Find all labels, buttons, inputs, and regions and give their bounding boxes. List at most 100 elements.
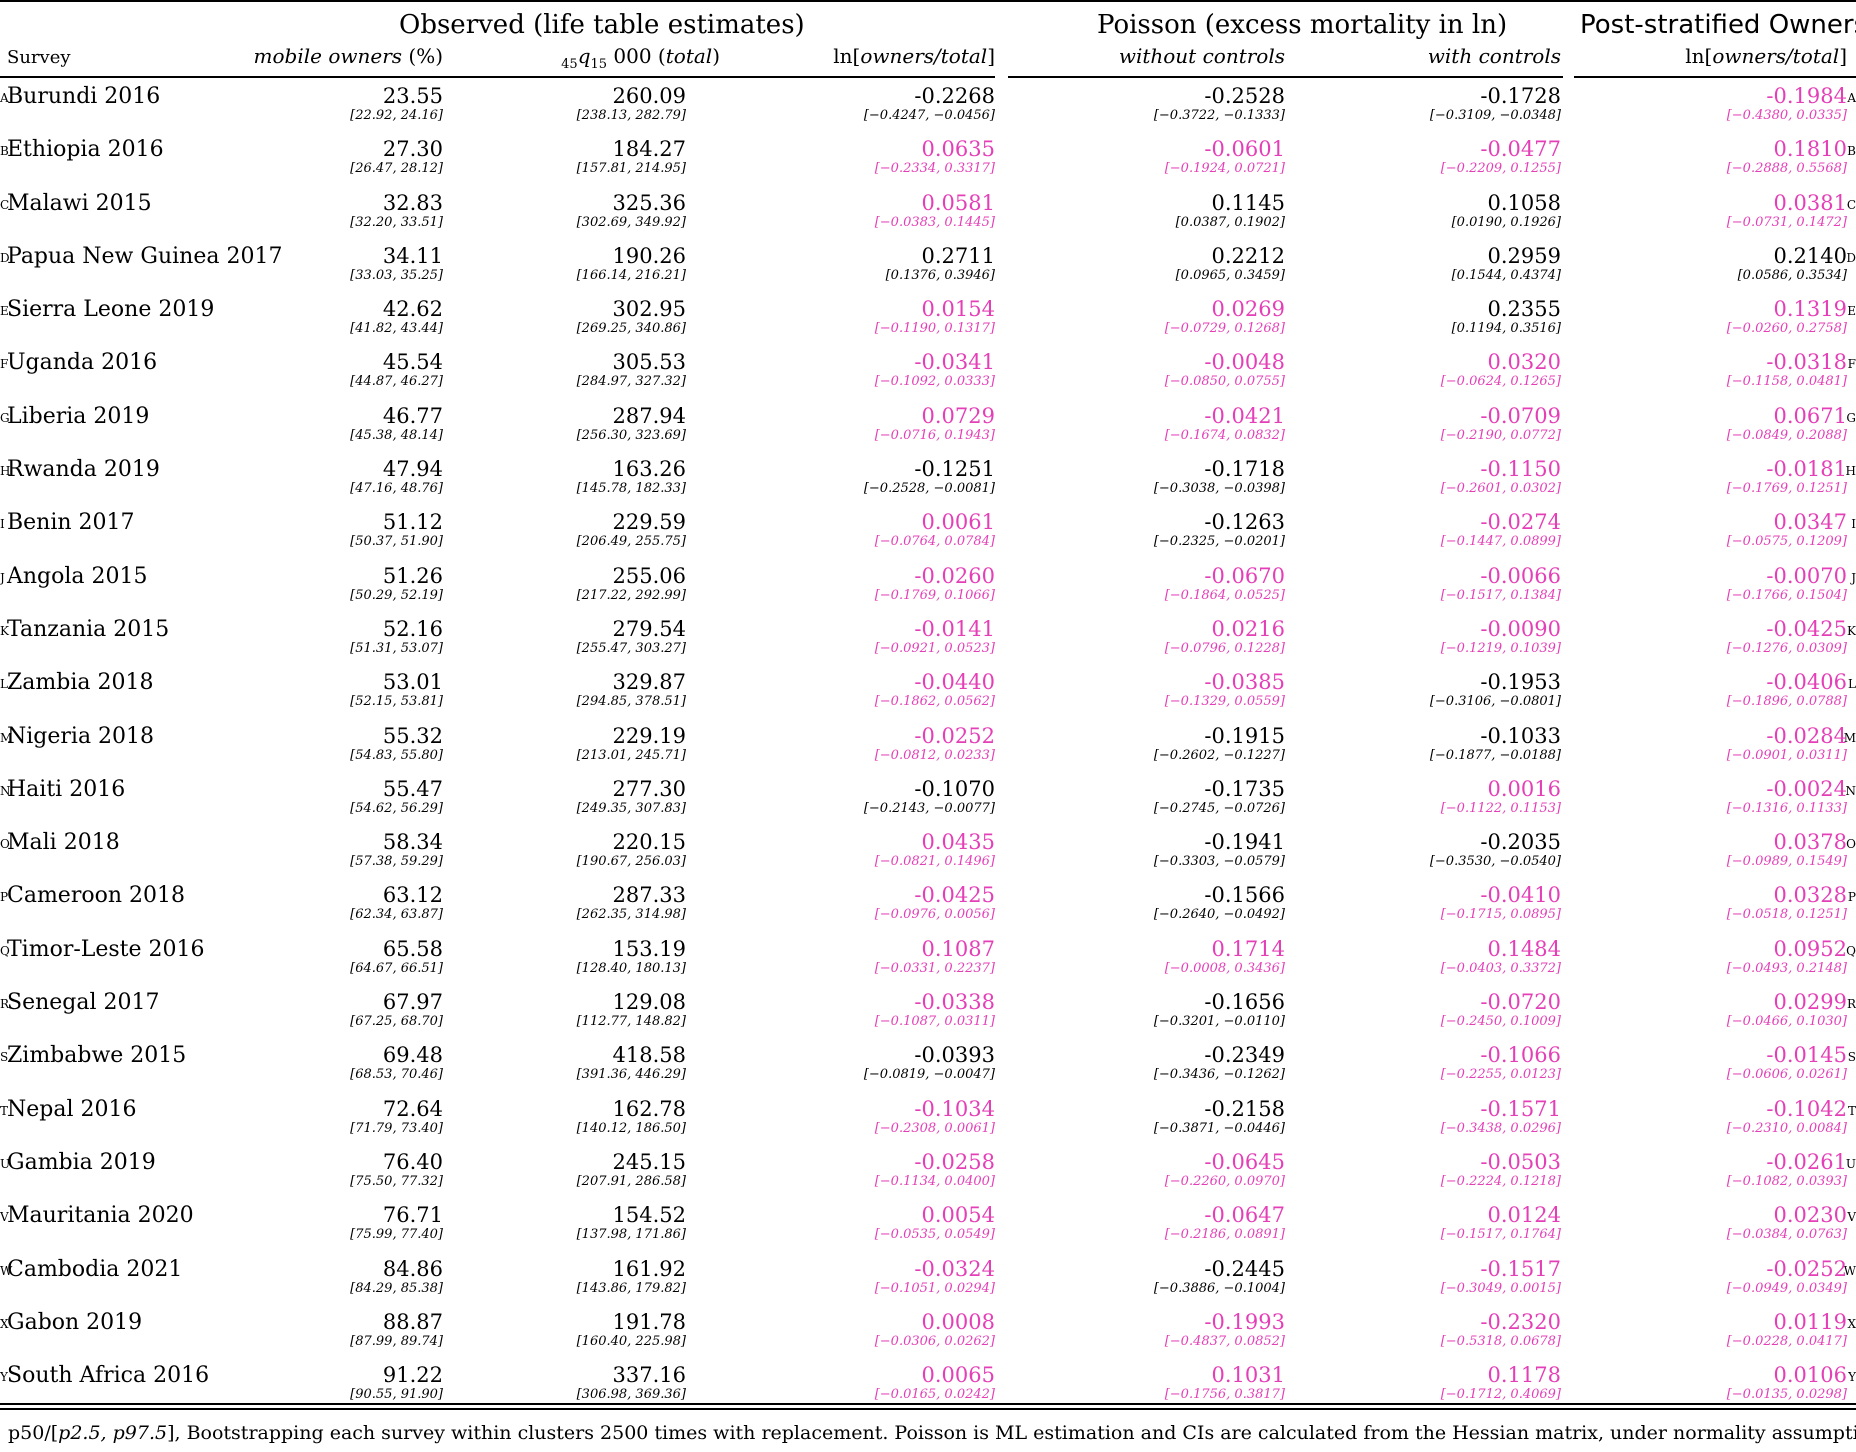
poisson-with-controls-cell: -0.1517 [−0.3049, 0.0015] [1441,1257,1561,1297]
post-stratified-ln-ratio-cell: 0.0230 [−0.0384, 0.0763] [1727,1203,1847,1243]
poisson-with-controls-ci: [−0.2190, 0.0772] [1440,427,1561,443]
mobile-owners-cell: 53.01 [52.15, 53.81] [350,670,443,710]
poisson-with-controls-ci: [−0.1715, 0.0895] [1440,907,1561,923]
poisson-with-controls-value: -0.0066 [1480,563,1561,588]
mortality-45q15-value: 161.92 [612,1256,686,1281]
row-marker-right: M [1843,730,1856,745]
mortality-45q15-ci: [140.12, 186.50] [576,1120,686,1136]
post-stratified-ln-ratio-value: 0.2140 [1773,243,1847,268]
poisson-with-controls-value: -0.1728 [1480,84,1561,108]
table-row: L L Zambia 2018 53.01 [52.15, 53.81] 329.87 [2… [0,670,1856,723]
table-row: R R Senegal 2017 67.97 [67.25, 68.70] 129.08[… [0,990,1856,1043]
poisson-with-controls-ci: [−0.3109, −0.0348] [1429,108,1561,123]
mobile-owners-value: 76.71 [382,1203,443,1228]
mortality-45q15-ci: [284.97, 327.32] [576,374,686,390]
poisson-without-controls-cell: 0.1714 [−0.0008, 0.3436] [1165,937,1285,977]
mobile-owners-ci: [52.15, 53.81] [350,694,443,710]
mobile-owners-cell: 63.12 [62.34, 63.87] [350,883,443,923]
observed-ln-ratio-value: -0.0440 [914,670,995,695]
table-body: A A Burundi 2016 23.55 [22.92, 24.16] 260.09[… [0,84,1856,1416]
col-ln-pre: ln[ [833,44,861,68]
post-stratified-ln-ratio-cell: -0.0070 [−0.1766, 0.1504] [1727,564,1847,604]
observed-ln-ratio-value: -0.0341 [914,350,995,375]
footnote-a: p50/[ [8,1422,59,1444]
poisson-without-controls-cell: -0.0670 [−0.1864, 0.0525] [1165,564,1285,604]
mobile-owners-cell: 47.94 [47.16, 48.76] [350,457,443,497]
mobile-owners-value: 88.87 [382,1309,443,1334]
post-stratified-ln-ratio-cell: 0.0328 [−0.0518, 0.1251] [1727,883,1847,923]
post-stratified-ln-ratio-value: -0.0261 [1766,1149,1847,1174]
poisson-with-controls-cell: -0.1150 [−0.2601, 0.0302] [1441,457,1561,497]
mortality-45q15-ci: [294.85, 378.51] [576,694,686,710]
post-stratified-ln-ratio-ci: [−0.0949, 0.0349] [1726,1280,1847,1296]
col-ln-close: ] [987,44,995,68]
row-marker-right: V [1847,1210,1856,1225]
poisson-with-controls-ci: [0.0190, 0.1926] [1451,214,1561,230]
survey-name: Gabon 2019 [7,1309,143,1335]
mobile-owners-ci: [44.87, 46.27] [350,374,443,390]
observed-ln-ratio-cell: 0.0729 [−0.0716, 0.1943] [875,404,995,444]
poisson-with-controls-value: 0.1058 [1487,190,1561,215]
row-marker-right: G [1846,410,1856,425]
post-stratified-ln-ratio-ci: [−0.0849, 0.2088] [1726,427,1847,443]
observed-ln-ratio-cell: 0.0435 [−0.0821, 0.1496] [875,830,995,870]
mortality-45q15-value: 329.87 [612,670,686,695]
mortality-45q15-cell: 279.54 [255.47, 303.27] [577,617,686,657]
post-stratified-ln-ratio-cell: -0.1984 [−0.4380, 0.0335] [1727,84,1847,124]
post-stratified-ln-ratio-cell: -0.0024 [−0.1316, 0.1133] [1727,777,1847,817]
poisson-without-controls-value: -0.1566 [1204,883,1285,908]
survey-name: Angola 2015 [7,563,148,589]
poisson-without-controls-cell: -0.1735 [−0.2745, −0.0726] [1154,777,1285,817]
observed-ln-ratio-ci: [−0.0764, 0.0784] [874,534,995,550]
mortality-45q15-ci: [112.77, 148.82] [576,1014,686,1030]
observed-ln-ratio-value: 0.0154 [921,297,995,322]
mortality-45q15-ci: [128.40, 180.13] [576,960,686,976]
poisson-without-controls-value: -0.2528 [1204,84,1285,108]
poisson-with-controls-cell: -0.0709 [−0.2190, 0.0772] [1441,404,1561,444]
post-stratified-ln-ratio-ci: [−0.0518, 0.1251] [1726,907,1847,923]
survey-name: Timor-Leste 2016 [7,936,205,962]
post-stratified-ln-ratio-cell: 0.0671 [−0.0849, 0.2088] [1727,404,1847,444]
poisson-with-controls-ci: [−0.2224, 0.1218] [1440,1173,1561,1189]
post-stratified-ln-ratio-value: 0.0952 [1773,936,1847,961]
table-row: V V Mauritania 2020 76.71 [75.99, 77.40] 154.… [0,1203,1856,1256]
post-stratified-ln-ratio-ci: [−0.1158, 0.0481] [1726,374,1847,390]
survey-name: Mali 2018 [7,830,120,856]
observed-ln-ratio-cell: -0.1251 [−0.2528, −0.0081] [864,457,995,497]
mobile-owners-ci: [75.50, 77.32] [350,1173,443,1189]
post-stratified-ln-ratio-value: -0.0024 [1766,776,1847,801]
row-marker-right: F [1847,357,1856,372]
mortality-45q15-value: 153.19 [612,936,686,961]
table-row: E E Sierra Leone 2019 42.62 [41.82, 43.44] 30… [0,297,1856,350]
mobile-owners-value: 67.97 [382,990,443,1015]
poisson-with-controls-ci: [0.1194, 0.3516] [1451,321,1561,337]
row-marker-right: L [1848,677,1856,692]
observed-ln-ratio-value: -0.0393 [914,1043,995,1068]
table-row: F F Uganda 2016 45.54 [44.87, 46.27] 305.53 [2… [0,350,1856,403]
col-45q15-q: q [577,44,591,68]
observed-ln-ratio-ci: [−0.2143, −0.0077] [863,800,995,816]
poisson-with-controls-cell: -0.0503 [−0.2224, 0.1218] [1441,1150,1561,1190]
col-post-ln-owners-total: ln[owners/total] [1685,44,1847,68]
post-stratified-ln-ratio-value: 0.0119 [1773,1309,1847,1334]
observed-ln-ratio-cell: -0.0260 [−0.1769, 0.1066] [875,564,995,604]
poisson-without-controls-value: 0.0216 [1211,616,1285,641]
post-stratified-ln-ratio-cell: -0.0252 [−0.0949, 0.0349] [1727,1257,1847,1297]
mobile-owners-cell: 84.86 [84.29, 85.38] [350,1257,443,1297]
mortality-45q15-ci: [255.47, 303.27] [576,640,686,656]
row-marker-left: J [0,570,5,585]
post-stratified-ln-ratio-value: -0.0318 [1766,350,1847,375]
post-stratified-ln-ratio-ci: [−0.2310, 0.0084] [1726,1120,1847,1136]
table-row: U U Gambia 2019 76.40 [75.50, 77.32] 245.15 [2… [0,1150,1856,1203]
group-poisson-title: Poisson (excess mortality in ln) [1097,10,1508,40]
survey-name: Nepal 2016 [7,1096,137,1122]
mortality-45q15-value: 154.52 [612,1203,686,1228]
row-marker-right: W [1843,1263,1856,1278]
observed-ln-ratio-ci: [−0.4247, −0.0456] [863,108,995,123]
mortality-45q15-ci: [249.35, 307.83] [576,800,686,816]
row-marker-left: U [0,1156,11,1171]
observed-ln-ratio-cell: 0.2711 [0.1376, 0.3946] [886,244,995,284]
observed-ln-ratio-ci: [−0.1051, 0.0294] [874,1280,995,1296]
post-stratified-ln-ratio-ci: [−0.1766, 0.1504] [1726,587,1847,603]
col-mobile-owners: mobile owners (%) [254,44,443,68]
